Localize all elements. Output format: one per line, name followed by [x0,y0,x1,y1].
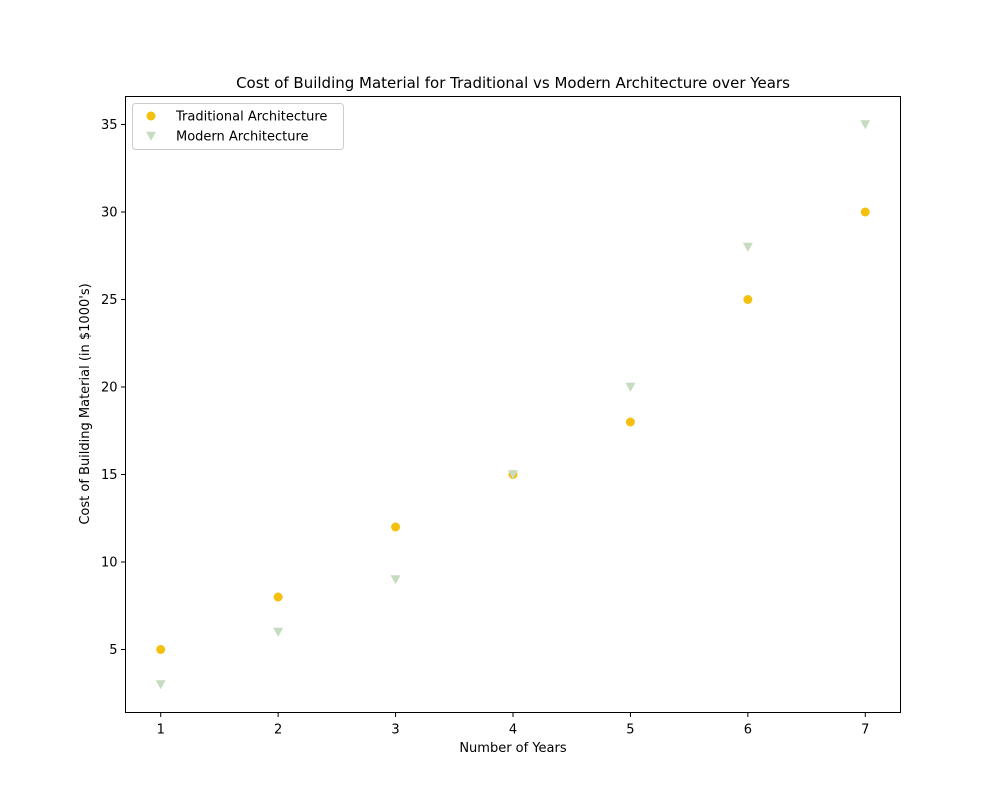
data-point [273,592,283,602]
data-point [390,575,401,585]
y-tick-label: 20 [101,381,118,396]
plot-frame [125,96,901,713]
series-traditional [156,207,870,654]
data-points [155,120,871,690]
y-tick-label: 10 [101,556,118,571]
axes: 1 2 3 4 5 6 7 5 10 15 20 25 30 35 [101,118,869,738]
y-tick-label: 35 [101,118,118,133]
y-tick-label: 5 [109,643,117,658]
data-point [625,382,636,392]
x-tick-label: 5 [626,723,634,738]
chart-title: Cost of Building Material for Traditiona… [236,74,790,92]
data-point [508,470,518,480]
legend-marker [146,131,156,141]
y-tick-label: 30 [101,206,118,221]
data-point [860,120,871,130]
data-point [742,242,753,252]
legend-marker [146,111,156,121]
x-tick-label: 2 [274,723,282,738]
x-tick-label: 7 [861,723,869,738]
data-point [860,207,870,217]
data-point [155,680,166,690]
data-point [156,645,166,654]
legend: Traditional Architecture Modern Architect… [132,103,344,150]
y-tick-label: 15 [101,468,118,483]
legend-label: Modern Architecture [176,130,309,145]
x-tick-label: 4 [509,723,517,738]
data-point [391,522,401,532]
legend-label: Traditional Architecture [175,110,327,125]
y-axis-label: Cost of Building Material (in $1000's) [78,283,93,524]
series-modern [155,120,871,690]
x-tick-label: 3 [391,723,399,738]
x-tick-label: 1 [157,723,165,738]
legend-box [132,103,344,150]
data-point [273,627,284,637]
x-tick-label: 6 [744,723,752,738]
data-point [625,417,635,427]
y-tick-label: 25 [101,293,118,308]
x-axis-label: Number of Years [459,741,567,756]
data-point [743,295,753,304]
